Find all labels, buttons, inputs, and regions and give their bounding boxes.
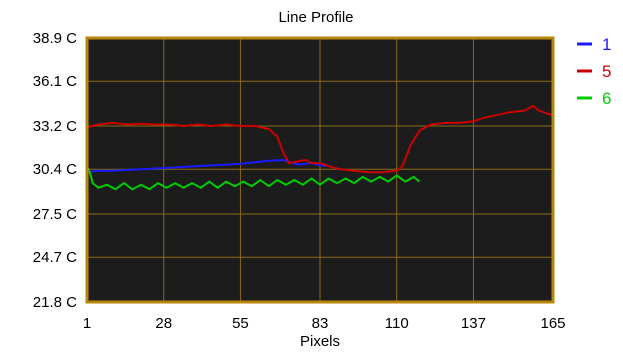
y-tick-label: 21.8 C — [33, 294, 77, 311]
y-tick-label: 30.4 C — [33, 161, 77, 178]
chart-title: Line Profile — [278, 9, 353, 26]
legend-label-1: 1 — [602, 35, 611, 54]
x-tick-label: 1 — [83, 315, 91, 332]
x-axis-ticks: 1 28 55 83 110 137 165 — [83, 315, 566, 332]
legend: 1 5 6 — [577, 35, 611, 108]
series-line-5 — [86, 104, 554, 174]
series-line-6 — [86, 165, 421, 191]
x-axis-label: Pixels — [300, 333, 340, 350]
y-tick-label: 36.1 C — [33, 73, 77, 90]
y-tick-label: 27.5 C — [33, 206, 77, 223]
x-tick-label: 137 — [461, 315, 486, 332]
y-axis-ticks: 38.9 C 36.1 C 33.2 C 30.4 C 27.5 C 24.7 C 21.8… — [33, 30, 77, 311]
x-tick-label: 110 — [385, 315, 409, 332]
series-line-1 — [86, 159, 326, 174]
y-tick-label: 38.9 C — [33, 30, 77, 47]
x-tick-label: 55 — [232, 315, 249, 332]
plot-frame — [85, 36, 555, 304]
x-tick-label: 83 — [312, 315, 329, 332]
x-tick-label: 165 — [540, 315, 565, 332]
x-tick-label: 28 — [155, 315, 172, 332]
y-tick-label: 33.2 C — [33, 118, 77, 135]
series-layer — [86, 104, 554, 191]
legend-label-5: 5 — [602, 62, 611, 81]
legend-label-6: 6 — [602, 89, 611, 108]
y-tick-label: 24.7 C — [33, 249, 77, 266]
